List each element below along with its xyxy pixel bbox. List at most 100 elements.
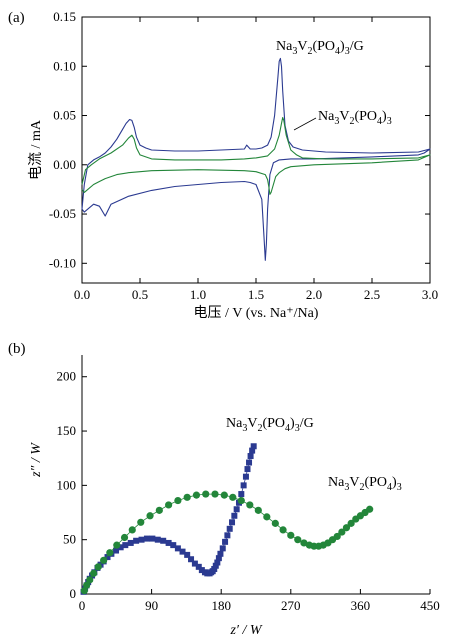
point-nvp-g — [242, 473, 249, 480]
x-tick-label-b: 450 — [420, 598, 440, 613]
point-nvp — [271, 519, 279, 527]
point-nvp-g — [244, 466, 251, 473]
point-nvp — [137, 518, 145, 526]
point-nvp-g — [174, 545, 181, 552]
point-nvp-g — [212, 562, 219, 569]
point-nvp-g — [240, 482, 247, 489]
cv-curves — [81, 57, 431, 261]
point-nvp-g — [246, 459, 253, 466]
point-nvp-g — [211, 566, 218, 573]
point-nvp — [94, 563, 102, 571]
point-nvp — [211, 490, 219, 498]
point-nvp-g — [138, 536, 145, 543]
point-nvp-g — [233, 506, 240, 513]
point-nvp — [294, 536, 302, 544]
nyquist-line-nvp-g — [83, 446, 255, 592]
label-nvp-a: Na3V2(PO4)3 — [318, 109, 392, 127]
point-nvp-g — [238, 491, 245, 498]
point-nvp-g — [149, 535, 156, 542]
point-nvp-g — [160, 537, 167, 544]
point-nvp — [155, 506, 163, 514]
x-tick-label-b: 0 — [79, 598, 86, 613]
point-nvp — [300, 539, 308, 547]
y-tick-label-a: 0.10 — [53, 58, 76, 73]
leader-line-nvp-a — [293, 117, 317, 131]
point-nvp — [202, 490, 210, 498]
point-nvp-g — [231, 512, 238, 519]
x-tick-labels-a: 0.0 0.5 1.0 1.5 2.0 2.5 3.0 — [74, 287, 438, 302]
cv-panel: (a) -0.10 -0.05 0.00 0.05 0.10 0.15 0.0 0.5 1.0… — [8, 9, 438, 321]
label-nvp-g-a: Na3V2(PO4)3/G — [276, 39, 364, 57]
point-nvp-g — [249, 447, 256, 454]
x-tick-label-a: 2.0 — [306, 287, 322, 302]
point-nvp-g — [191, 560, 198, 567]
point-nvp-g — [127, 539, 134, 546]
point-nvp-g — [198, 567, 205, 574]
point-nvp — [192, 491, 201, 499]
point-nvp-g — [226, 525, 233, 532]
point-nvp-g — [188, 556, 195, 563]
x-tick-label-a: 3.0 — [422, 287, 438, 302]
point-nvp-g — [133, 537, 140, 544]
y-tick-label-b: 150 — [57, 423, 77, 438]
point-nvp-g — [184, 551, 191, 558]
y-tick-label-b: 0 — [70, 586, 77, 601]
y-tick-label-a: 0.00 — [53, 157, 76, 172]
point-nvp — [338, 528, 346, 536]
y-axis-title-a: 电流 / mA — [28, 119, 44, 180]
point-nvp — [347, 519, 355, 527]
point-nvp — [263, 513, 271, 521]
point-nvp-g — [117, 544, 124, 551]
point-nvp — [83, 581, 91, 589]
x-axis-title-a: 电压 / V (vs. Na⁺/Na) — [194, 305, 319, 321]
y-tick-label-a: -0.10 — [49, 255, 76, 270]
point-nvp — [366, 505, 374, 513]
point-nvp-g — [229, 519, 236, 526]
point-nvp — [183, 493, 191, 501]
point-nvp — [120, 533, 129, 542]
nyquist-points — [80, 443, 374, 595]
point-nvp — [146, 512, 154, 520]
x-axis-title-b: z′ / W — [229, 623, 262, 638]
series-label-nvp-g-b: Na3V2(PO4)3/G — [226, 416, 314, 434]
point-nvp-g — [217, 550, 224, 557]
point-nvp — [287, 531, 295, 539]
point-nvp — [333, 532, 341, 541]
point-nvp — [220, 491, 228, 499]
x-tick-label-a: 0.5 — [132, 287, 148, 302]
label-nvp-b: Na3V2(PO4)3 — [328, 475, 402, 493]
series-label-nvp-a: Na3V2(PO4)3 — [293, 109, 392, 131]
point-nvp — [128, 526, 136, 534]
cv-line-nvp — [81, 116, 431, 195]
panel-label-a: (a) — [8, 10, 25, 26]
x-tick-label-a: 1.0 — [190, 287, 206, 302]
point-nvp-g — [104, 554, 111, 561]
point-nvp — [100, 556, 108, 564]
point-nvp-g — [250, 443, 257, 450]
point-nvp — [246, 501, 254, 509]
point-nvp-g — [154, 536, 161, 543]
point-nvp-g — [219, 545, 226, 552]
y-tick-label-a: 0.15 — [53, 9, 76, 24]
point-nvp — [90, 569, 98, 577]
y-axis-title-b: z″ / W — [29, 442, 44, 478]
y-tick-label-b: 50 — [63, 532, 76, 547]
point-nvp — [342, 524, 351, 532]
point-nvp-g — [215, 555, 222, 562]
cv-line-nvp-g — [81, 57, 431, 261]
point-nvp-g — [143, 535, 150, 542]
point-nvp-g — [195, 563, 202, 570]
panel-label-b: (b) — [8, 341, 26, 357]
y-tick-label-a: 0.05 — [53, 108, 76, 123]
x-tick-labels-b: 0 90 180 270 360 450 — [79, 598, 440, 613]
x-tick-label-b: 180 — [211, 598, 231, 613]
point-nvp — [86, 576, 94, 584]
plot-frame-a — [81, 16, 431, 284]
point-nvp — [113, 541, 121, 549]
point-nvp — [165, 501, 173, 509]
x-tick-label-a: 0.0 — [74, 287, 90, 302]
point-nvp-g — [113, 547, 120, 554]
point-nvp-g — [247, 453, 254, 460]
point-nvp-g — [214, 559, 221, 566]
